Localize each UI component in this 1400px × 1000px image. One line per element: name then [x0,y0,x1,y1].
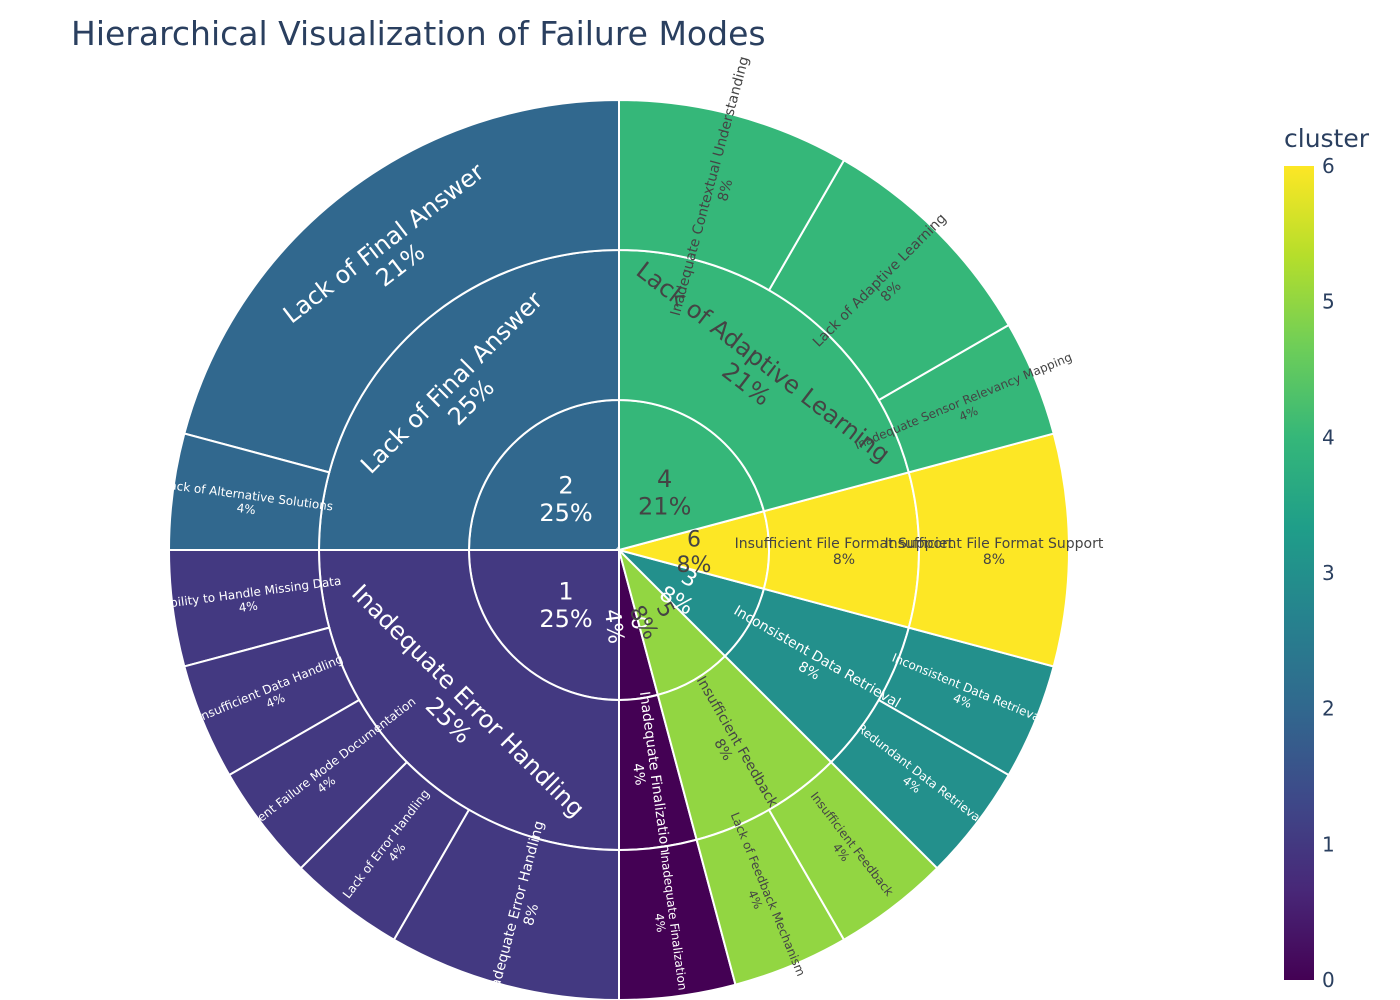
colorbar-gradient [1284,166,1314,980]
colorbar-tick-label: 4 [1322,425,1335,449]
sector-c1-ieh-idh[interactable] [183,626,361,777]
sector-c4-lal-icu[interactable] [618,98,846,292]
colorbar-tick-label: 6 [1322,154,1335,178]
sector-c1-ieh-leh[interactable] [299,760,471,942]
sector-label-c6: 6 8% [677,528,712,578]
sector-label-c1: 1 25% [539,577,592,633]
sector-label-c2: 2 25% [539,471,592,527]
sector-label-c6-iffs: Insufficient File Format Support 8% [735,536,954,568]
sector-c3-idr-idr[interactable] [877,626,1055,777]
sunburst-chart: 2 25%Lack of Final Answer25%Lack of Final… [167,54,1104,1000]
sector-label-c4: 4 21% [638,465,691,521]
chart-title: Hierarchical Visualization of Failure Mo… [71,14,766,53]
colorbar-tick-label: 5 [1322,290,1335,314]
sector-c1-ieh-ifmd[interactable] [227,698,409,870]
sector-c6-iffs-iffs[interactable] [907,432,1071,668]
sector-label-c0: 04% [599,604,653,645]
sector-c5-if-if[interactable] [767,760,939,942]
colorbar-tick-label: 2 [1322,697,1335,721]
colorbar-title: cluster [1284,124,1370,153]
colorbar-tick-label: 3 [1322,561,1335,585]
sector-c3-idr-rdr[interactable] [829,698,1011,870]
sector-c4-lal-lal[interactable] [767,158,1011,402]
colorbar-tick-label: 1 [1322,832,1335,856]
sector-c1-ieh-ieh[interactable] [392,808,620,1000]
sector-c5-if-lfm[interactable] [695,808,846,986]
colorbar-tick-label: 0 [1322,968,1335,992]
sector-c2-lfa-las[interactable] [167,432,331,551]
sector-c4-lal-isrm[interactable] [877,323,1055,474]
sector-c2-lfa-lfa[interactable] [183,98,620,474]
sector-label-c6-iffs-iffs: Insufficient File Format Support 8% [885,536,1104,568]
